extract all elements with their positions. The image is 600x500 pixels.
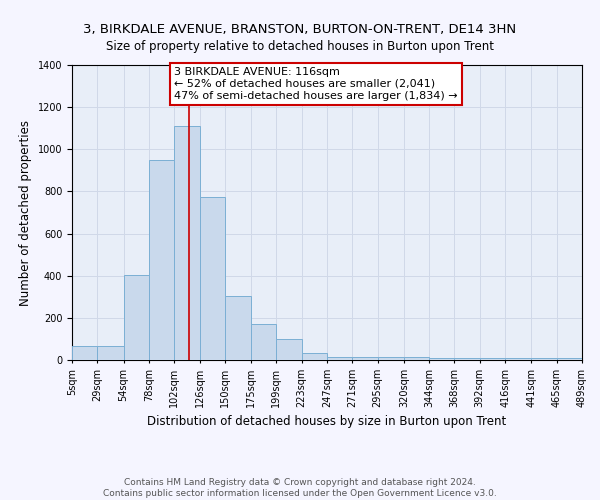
Bar — [124, 274, 149, 360]
Bar — [277, 339, 302, 360]
Bar — [480, 358, 505, 360]
Text: Contains HM Land Registry data © Crown copyright and database right 2024.
Contai: Contains HM Land Registry data © Crown c… — [103, 478, 497, 498]
X-axis label: Distribution of detached houses by size in Burton upon Trent: Distribution of detached houses by size … — [148, 416, 506, 428]
Bar — [302, 352, 327, 360]
Bar — [377, 357, 404, 360]
Bar — [352, 357, 377, 360]
Y-axis label: Number of detached properties: Number of detached properties — [19, 120, 32, 306]
Bar — [505, 358, 532, 360]
Bar — [404, 357, 429, 360]
Bar — [149, 160, 174, 360]
Text: 3 BIRKDALE AVENUE: 116sqm
← 52% of detached houses are smaller (2,041)
47% of se: 3 BIRKDALE AVENUE: 116sqm ← 52% of detac… — [174, 68, 458, 100]
Bar — [251, 324, 277, 360]
Text: Size of property relative to detached houses in Burton upon Trent: Size of property relative to detached ho… — [106, 40, 494, 53]
Bar — [429, 358, 455, 360]
Bar — [225, 296, 251, 360]
Bar — [327, 357, 352, 360]
Bar — [455, 358, 480, 360]
Bar — [199, 196, 225, 360]
Bar — [532, 358, 557, 360]
Bar — [557, 358, 582, 360]
Text: 3, BIRKDALE AVENUE, BRANSTON, BURTON-ON-TRENT, DE14 3HN: 3, BIRKDALE AVENUE, BRANSTON, BURTON-ON-… — [83, 22, 517, 36]
Bar — [97, 346, 124, 360]
Bar — [72, 346, 97, 360]
Bar — [174, 126, 199, 360]
